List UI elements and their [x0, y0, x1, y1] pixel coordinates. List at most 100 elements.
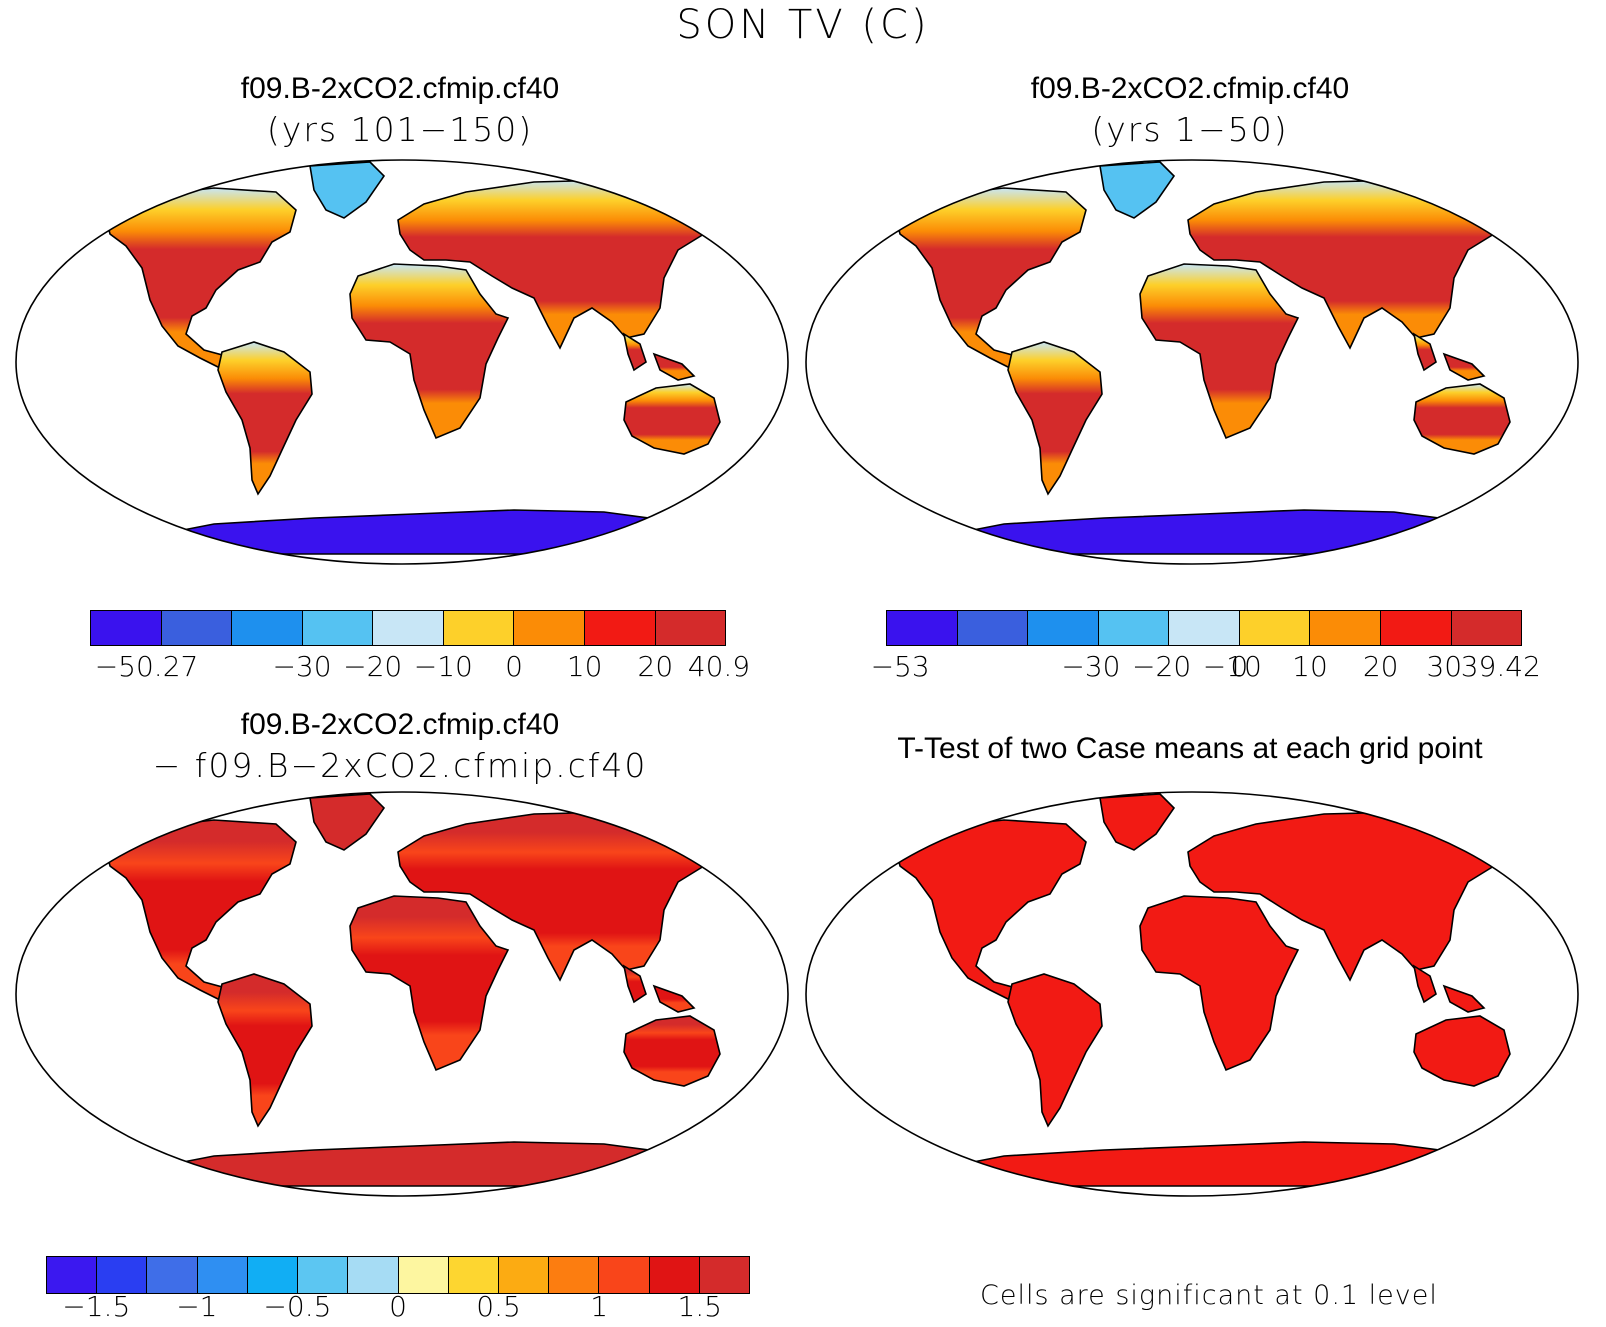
colorbar-tick-label: −10 [1202, 650, 1262, 683]
land-seAsia [1412, 332, 1486, 381]
colorbar-tick-label: 30 [1426, 650, 1463, 683]
colorbar-tick-label: 10 [566, 650, 603, 683]
colorbar-tick-label: −53 [870, 650, 930, 683]
colorbar-tick-label: 1 [590, 1290, 609, 1323]
colorbar-swatch [1169, 611, 1240, 645]
colorbar-swatch [1098, 611, 1170, 645]
colorbar-case1-labels: −50.27 −30 −20 −10 0 10 20 40.9 [90, 650, 750, 686]
land-northAmerica [895, 187, 1087, 369]
colorbar-tick-label: 39.42 [1460, 650, 1541, 683]
panel-ttest-title: T-Test of two Case means at each grid po… [897, 732, 1483, 765]
land-antarctica [900, 509, 1506, 555]
map-ttest [805, 791, 1579, 1197]
land-africa [1139, 895, 1300, 1072]
colorbar-case1 [90, 610, 726, 646]
colorbar-swatch [514, 611, 585, 645]
figure-title: SON TV (C) [676, 2, 930, 48]
colorbar-swatch [161, 611, 233, 645]
land-northAmerica [105, 187, 297, 369]
colorbar-swatch [373, 611, 444, 645]
significance-note: Cells are significant at 0.1 level [980, 1280, 1438, 1311]
map-difference [15, 791, 789, 1197]
land-northAmerica [105, 819, 297, 1001]
colorbar-tick-label: 10 [1292, 650, 1328, 683]
colorbar-tick-label: −10 [413, 650, 473, 683]
land-greenland [1099, 793, 1176, 851]
land-australia [623, 1015, 721, 1087]
land-seAsia [1412, 964, 1486, 1013]
colorbar-swatch [197, 1257, 248, 1293]
colorbar-swatch [957, 611, 1029, 645]
panel-case1-title: f09.B-2xCO2.cfmip.cf40 [240, 72, 560, 105]
land-southAmerica [217, 341, 313, 496]
map-frame [805, 159, 1579, 565]
land-antarctica [110, 1141, 716, 1187]
colorbar-swatch [348, 1257, 399, 1293]
panel-case2-title: f09.B-2xCO2.cfmip.cf40 [1030, 72, 1350, 105]
map-case2 [805, 159, 1579, 565]
land-antarctica [900, 1141, 1506, 1187]
map-frame [15, 159, 789, 565]
colorbar-tick-label: 1.5 [677, 1290, 722, 1323]
colorbar-tick-label: −20 [343, 650, 403, 683]
land-africa [349, 263, 510, 440]
colorbar-tick-label: 20 [1362, 650, 1399, 683]
colorbar-tick-label: −1.5 [62, 1290, 131, 1323]
colorbar-swatch [1380, 611, 1452, 645]
colorbar-tick-label: −30 [272, 650, 332, 683]
map-frame [805, 791, 1579, 1197]
land-southAmerica [217, 973, 313, 1128]
colorbar-swatch [584, 611, 656, 645]
colorbar-swatch [887, 611, 958, 645]
colorbar-swatch [655, 611, 726, 645]
panel-case1-subtitle: (yrs 101−150) [266, 110, 534, 149]
colorbar-swatch [298, 1257, 349, 1293]
colorbar-swatch [398, 1257, 449, 1293]
land-seAsia [622, 332, 696, 381]
land-southAmerica [1007, 973, 1103, 1128]
land-africa [349, 895, 510, 1072]
land-greenland [1099, 161, 1176, 219]
colorbar-swatch [91, 611, 162, 645]
colorbar-swatch [97, 1257, 148, 1293]
colorbar-swatch [1239, 611, 1311, 645]
colorbar-swatch [549, 1257, 600, 1293]
land-antarctica [110, 509, 716, 555]
colorbar-tick-label: −20 [1132, 650, 1192, 683]
colorbar-swatch [498, 1257, 550, 1293]
colorbar-swatch [443, 611, 515, 645]
land-australia [1413, 1015, 1511, 1087]
colorbar-swatch [649, 1257, 700, 1293]
colorbar-swatch [47, 1257, 98, 1293]
colorbar-tick-label: 0 [389, 1290, 407, 1323]
colorbar-tick-label: 0.5 [476, 1290, 521, 1323]
land-greenland [309, 793, 386, 851]
colorbar-swatch [599, 1257, 650, 1293]
colorbar-tick-label: 0 [1230, 650, 1249, 683]
land-seAsia [622, 964, 696, 1013]
colorbar-swatch [699, 1257, 750, 1293]
colorbar-swatch [448, 1257, 499, 1293]
colorbar-swatch [302, 611, 374, 645]
colorbar-swatch [247, 1257, 299, 1293]
colorbar-swatch [232, 611, 303, 645]
land-greenland [309, 161, 386, 219]
land-australia [1413, 383, 1511, 455]
colorbar-tick-label: −30 [1061, 650, 1121, 683]
colorbar-tick-label: 20 [637, 650, 674, 683]
colorbar-swatch [1028, 611, 1099, 645]
colorbar-tick-label: −0.5 [263, 1290, 332, 1323]
colorbar-tick-label: 0 [505, 650, 523, 683]
colorbar-difference [46, 1256, 750, 1294]
land-northAmerica [895, 819, 1087, 1001]
colorbar-swatch [1310, 611, 1381, 645]
colorbar-case2 [886, 610, 1522, 646]
colorbar-tick-label: 40.9 [687, 650, 751, 683]
land-australia [623, 383, 721, 455]
land-southAmerica [1007, 341, 1103, 496]
colorbar-difference-labels: −1.5 −1 −0.5 0 0.5 1 1.5 [46, 1290, 750, 1326]
colorbar-swatch [147, 1257, 198, 1293]
panel-difference-subtitle: − f09.B−2xCO2.cfmip.cf40 [152, 746, 648, 785]
colorbar-tick-label: −1 [176, 1290, 218, 1323]
map-case1 [15, 159, 789, 565]
